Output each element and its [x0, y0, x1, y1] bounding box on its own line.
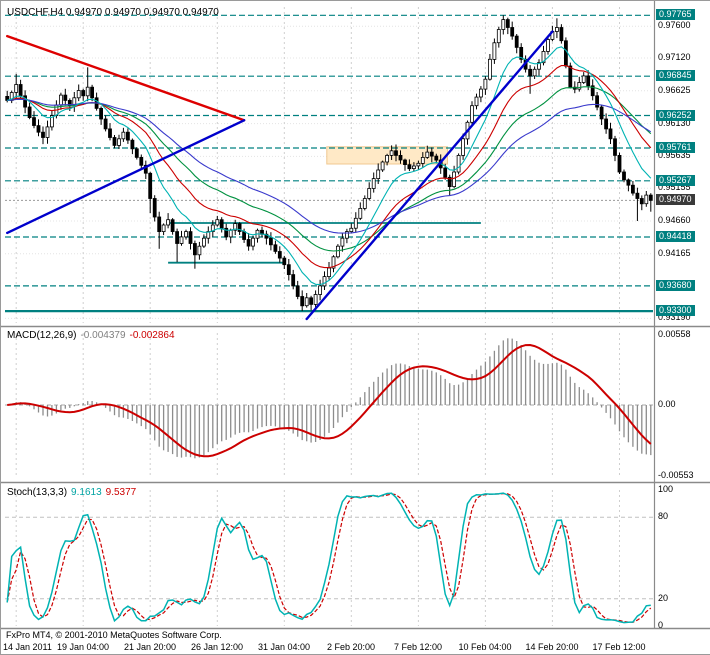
macd-label: MACD(12,26,9): [7, 330, 77, 341]
chart-title: USDCHF,H4 0.94970 0.94970 0.94970 0.9497…: [7, 7, 223, 18]
copyright-text: FxPro MT4, © 2001-2010 MetaQuotes Softwa…: [6, 630, 222, 640]
stoch-label: Stoch(13,3,3): [7, 487, 68, 498]
stoch-signal-value: 9.5377: [105, 487, 137, 498]
macd-indicator-title: MACD(12,26,9) -0.004379 -0.002864: [7, 330, 179, 341]
macd-signal-value: -0.002864: [129, 330, 175, 341]
stoch-indicator-title: Stoch(13,3,3) 9.1613 9.5377: [7, 487, 140, 498]
macd-main-value: -0.004379: [80, 330, 126, 341]
chart-title-text: USDCHF,H4 0.94970 0.94970 0.94970 0.9497…: [7, 7, 219, 18]
stoch-main-value: 9.1613: [71, 487, 102, 498]
